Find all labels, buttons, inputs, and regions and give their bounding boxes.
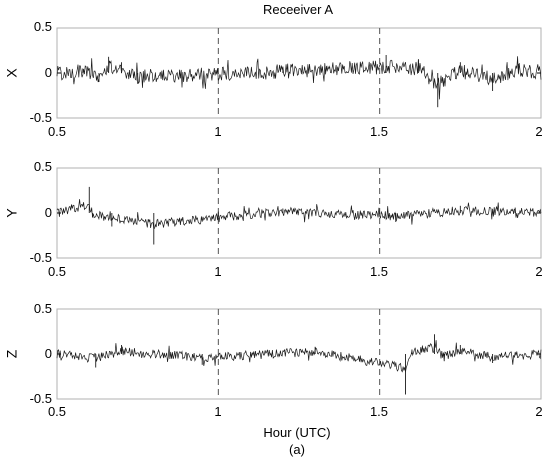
x-tick-label: 1 xyxy=(214,264,221,279)
subplot-z: Z 0.5 0 -0.5 0.5 1 1.5 2 xyxy=(4,301,543,419)
x-axis-label: Hour (UTC) xyxy=(263,425,330,440)
y-tick-label: -0.5 xyxy=(30,250,52,265)
x-tick-label: 2 xyxy=(535,264,542,279)
y-tick-label: 0 xyxy=(45,65,52,80)
x-tick-label: 0.5 xyxy=(48,124,66,139)
series-line xyxy=(56,340,542,373)
x-tick-label: 2 xyxy=(535,404,542,419)
plot-frame xyxy=(56,167,542,259)
x-tick-label: 0.5 xyxy=(48,404,66,419)
subplot-x: X 0.5 0 -0.5 0.5 1 1.5 2 xyxy=(4,19,543,139)
y-tick-label: 0.5 xyxy=(34,159,52,174)
y-tick-label: 0.5 xyxy=(34,301,52,316)
subplot-y: Y 0.5 0 -0.5 0.5 1 1.5 2 xyxy=(4,159,543,279)
x-tick-label: 0.5 xyxy=(48,264,66,279)
x-tick-label: 1.5 xyxy=(370,264,388,279)
y-axis-label: Z xyxy=(4,349,20,358)
x-tick-label: 1.5 xyxy=(370,124,388,139)
y-tick-label: 0 xyxy=(45,205,52,220)
series-line xyxy=(56,199,542,229)
plot-marks xyxy=(56,309,542,399)
figure-caption: (a) xyxy=(289,442,305,457)
plot-marks xyxy=(56,168,542,258)
chart-title: Receeiver A xyxy=(263,2,333,17)
plot-marks xyxy=(56,28,542,118)
y-axis-label: X xyxy=(4,68,20,78)
y-tick-label: 0.5 xyxy=(34,19,52,34)
x-tick-label: 1 xyxy=(214,124,221,139)
x-tick-label: 1.5 xyxy=(370,404,388,419)
series-line xyxy=(56,56,542,100)
x-tick-label: 1 xyxy=(214,404,221,419)
y-tick-label: -0.5 xyxy=(30,391,52,406)
y-tick-label: 0 xyxy=(45,346,52,361)
y-tick-label: -0.5 xyxy=(30,110,52,125)
y-axis-label: Y xyxy=(4,208,20,218)
x-tick-label: 2 xyxy=(535,124,542,139)
